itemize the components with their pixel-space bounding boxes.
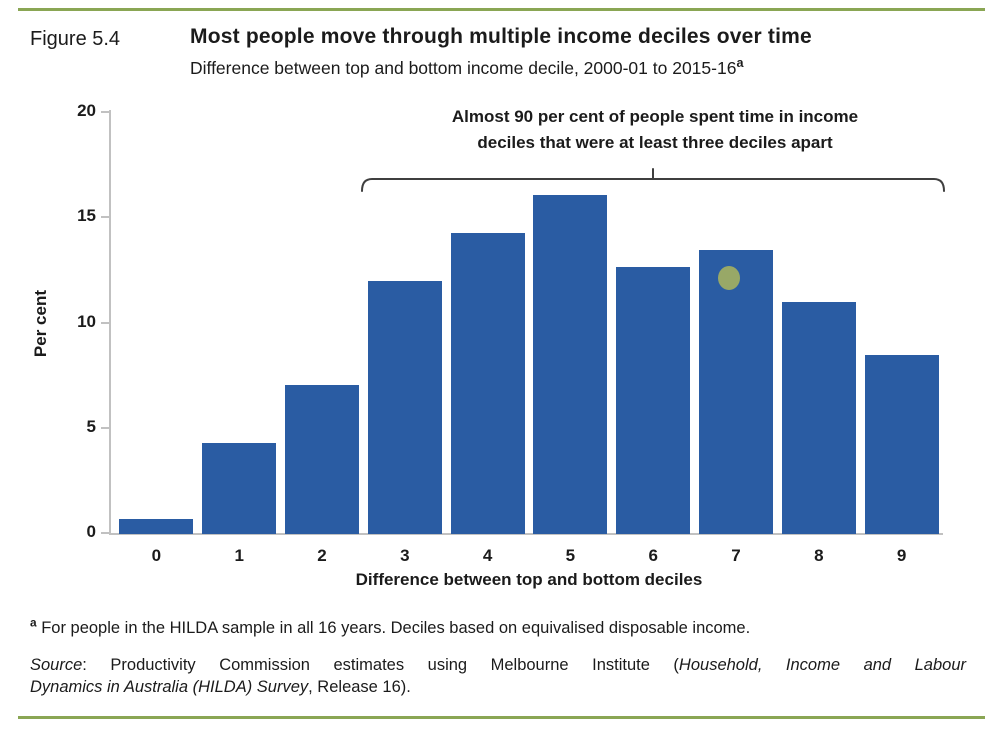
y-tick-mark-5 — [101, 426, 109, 429]
y-tick-label-5: 5 — [86, 416, 96, 436]
x-tick-label-2: 2 — [317, 546, 327, 565]
x-tick-label-6: 6 — [648, 546, 658, 565]
annotation-line-2: deciles that were at least three deciles… — [477, 132, 833, 152]
bar-chart: Per cent 0 5 10 15 20 0 1 2 3 4 5 6 7 8 9 Difference … — [31, 101, 945, 589]
y-tick-mark-10 — [101, 321, 109, 324]
source-note: Source: Productivity Commission estimate… — [30, 655, 966, 699]
figure-subtitle: Difference between top and bottom income… — [190, 56, 980, 79]
bar-decile-6 — [616, 266, 691, 534]
footnote: a For people in the HILDA sample in all … — [30, 615, 970, 639]
olive-marker-dot — [718, 266, 740, 290]
bar-decile-0 — [119, 519, 194, 534]
y-tick-label-10: 10 — [77, 311, 96, 331]
footnote-text: For people in the HILDA sample in all 16… — [36, 619, 751, 637]
footnote-marker: a — [30, 615, 37, 630]
source-line-2: Dynamics in Australia (HILDA) Survey, Re… — [30, 677, 411, 696]
x-tick-label-3: 3 — [400, 546, 410, 565]
annotation-bracket-icon — [361, 168, 945, 192]
x-tick-label-7: 7 — [731, 546, 741, 565]
x-tick-label-8: 8 — [814, 546, 824, 565]
y-axis-line — [109, 110, 111, 535]
y-tick-mark-15 — [101, 216, 109, 219]
bar-decile-7 — [699, 249, 773, 534]
bar-decile-4 — [450, 232, 525, 534]
x-tick-label-4: 4 — [482, 546, 493, 565]
top-rule — [18, 8, 985, 11]
bar-decile-9 — [864, 355, 939, 534]
source-line-1: Source: Productivity Commission estimate… — [30, 656, 967, 674]
bar-decile-5 — [533, 195, 608, 534]
y-tick-label-20: 20 — [77, 101, 96, 120]
bar-decile-8 — [781, 302, 856, 534]
footnote-marker-superscript: a — [736, 56, 744, 71]
y-tick-label-0: 0 — [86, 522, 96, 541]
x-axis-title: Difference between top and bottom decile… — [355, 570, 703, 589]
bar-decile-3 — [367, 281, 442, 534]
x-tick-label-9: 9 — [896, 546, 907, 565]
y-axis-title: Per cent — [31, 289, 50, 358]
y-tick-label-15: 15 — [77, 206, 96, 226]
bar-decile-2 — [285, 384, 359, 534]
x-axis-line — [109, 533, 943, 535]
bottom-rule — [18, 716, 985, 719]
annotation-line-1: Almost 90 per cent of people spent time … — [451, 107, 859, 126]
figure-subtitle-text: Difference between top and bottom income… — [190, 58, 737, 78]
y-tick-mark-20 — [101, 111, 109, 113]
chart-annotation-text: Almost 90 per cent of people spent time … — [375, 104, 935, 155]
bar-decile-1 — [202, 443, 277, 534]
y-tick-mark-0 — [101, 532, 109, 534]
x-tick-label-1: 1 — [234, 546, 244, 565]
x-tick-label-5: 5 — [565, 546, 576, 565]
figure-label: Figure 5.4 — [30, 28, 121, 50]
figure-title: Most people move through multiple income… — [190, 25, 812, 48]
x-tick-label-0: 0 — [151, 546, 162, 565]
